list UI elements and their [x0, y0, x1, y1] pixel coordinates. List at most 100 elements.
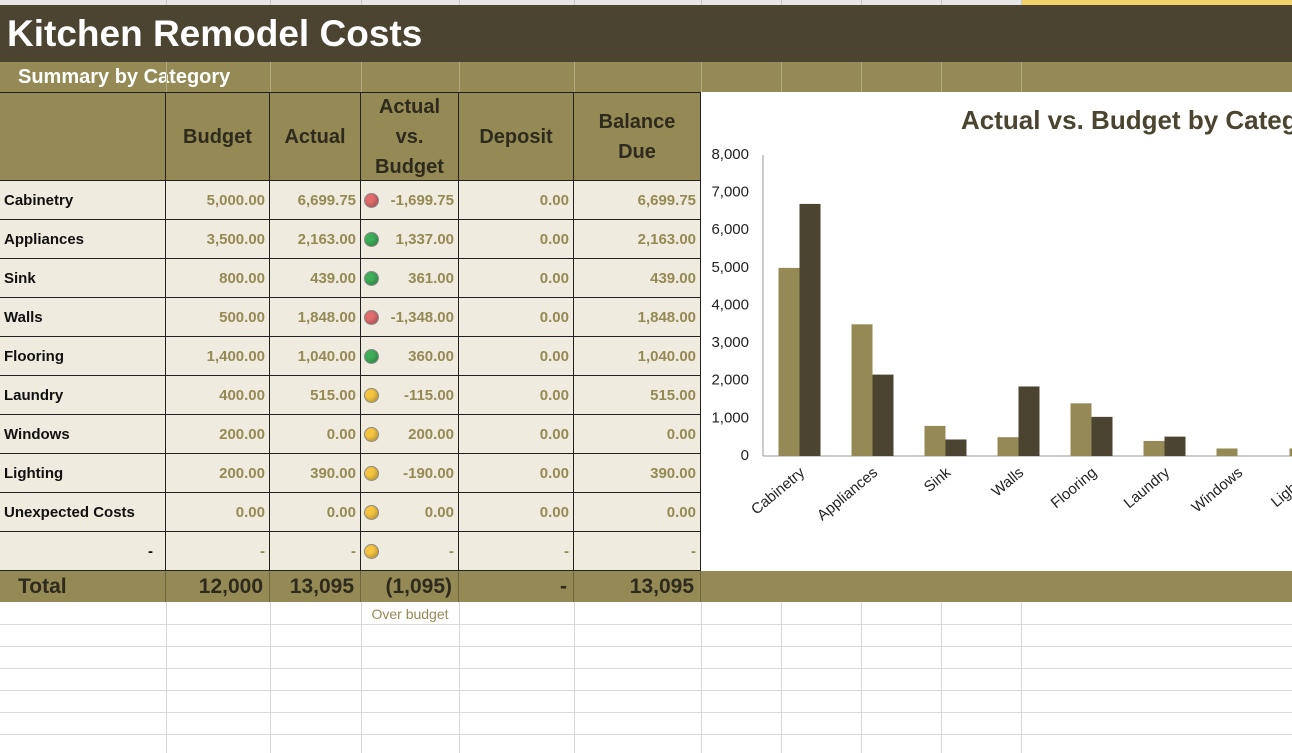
- row-label: Unexpected Costs: [0, 493, 166, 532]
- sheet-subtitle: Summary by Category: [0, 62, 1292, 92]
- chart: Actual vs. Budget by Category 0 1,000 2,00…: [704, 94, 1292, 571]
- column-line: [861, 602, 862, 753]
- status-indicator: [364, 388, 379, 403]
- x-tick-label: Cabinetry: [748, 464, 808, 519]
- bar: [1091, 416, 1113, 456]
- column-line: [459, 602, 460, 753]
- status-indicator: [364, 427, 379, 442]
- column-line: [574, 602, 575, 753]
- y-tick-label: 2,000: [711, 372, 749, 389]
- bar: [1143, 440, 1165, 456]
- value-cell: 200.00: [166, 415, 270, 454]
- y-tick-label: 6,000: [711, 221, 749, 238]
- bar: [1216, 448, 1238, 456]
- total-value: (1,095): [361, 571, 459, 602]
- value-cell: 0.00: [459, 376, 574, 415]
- column-line: [166, 602, 167, 753]
- column-line: [361, 602, 362, 753]
- y-tick-label: 5,000: [711, 259, 749, 276]
- column-line: [361, 0, 362, 5]
- value-cell: 1,040.00: [574, 337, 701, 376]
- column-line: [701, 0, 702, 5]
- value-cell: 400.00: [166, 376, 270, 415]
- bar: [778, 267, 800, 456]
- selection-strip: [1021, 0, 1292, 5]
- x-tick-label: Sink: [921, 464, 955, 496]
- column-line: [459, 0, 460, 5]
- column-line: [861, 62, 862, 92]
- value-cell: 200.00: [166, 454, 270, 493]
- x-tick-label: Appliances: [814, 464, 881, 524]
- value-cell: 2,163.00: [574, 220, 701, 259]
- total-value: 13,095: [270, 571, 361, 602]
- column-header: Actual vs. Budget: [361, 92, 459, 181]
- bar: [799, 203, 821, 456]
- x-tick-label: Windows: [1189, 464, 1247, 516]
- bar: [997, 437, 1019, 456]
- total-label: Total: [0, 571, 166, 602]
- value-cell: 0.00: [459, 181, 574, 220]
- value-cell: 0.00: [166, 493, 270, 532]
- column-line: [1021, 602, 1022, 753]
- column-header: Actual: [270, 92, 361, 181]
- status-indicator: [364, 505, 379, 520]
- row-line: [0, 646, 1292, 647]
- column-line: [574, 62, 575, 92]
- value-cell: 390.00: [270, 454, 361, 493]
- total-value: 12,000: [166, 571, 270, 602]
- y-tick-label: 0: [741, 447, 749, 464]
- header-cell: [0, 92, 166, 181]
- value-cell: -: [270, 532, 361, 571]
- row-label: Appliances: [0, 220, 166, 259]
- status-indicator: [364, 310, 379, 325]
- value-cell: 0.00: [574, 493, 701, 532]
- status-indicator: [364, 271, 379, 286]
- column-header: Deposit: [459, 92, 574, 181]
- status-indicator: [364, 466, 379, 481]
- value-cell: 3,500.00: [166, 220, 270, 259]
- status-indicator: [364, 193, 379, 208]
- value-cell: 0.00: [459, 415, 574, 454]
- x-tick-label: Flooring: [1048, 464, 1100, 512]
- row-line: [0, 624, 1292, 625]
- value-cell: 1,848.00: [574, 298, 701, 337]
- column-line: [941, 602, 942, 753]
- value-cell: 800.00: [166, 259, 270, 298]
- value-cell: 515.00: [574, 376, 701, 415]
- column-line: [781, 62, 782, 92]
- footnote: Over budget: [371, 606, 449, 622]
- value-cell: 1,848.00: [270, 298, 361, 337]
- value-cell: 0.00: [270, 493, 361, 532]
- bar: [851, 324, 873, 456]
- column-line: [701, 62, 702, 92]
- value-cell: 0.00: [459, 259, 574, 298]
- row-label: Cabinetry: [0, 181, 166, 220]
- row-line: [0, 668, 1292, 669]
- y-tick-label: 8,000: [711, 146, 749, 163]
- row-label: Sink: [0, 259, 166, 298]
- column-line: [270, 602, 271, 753]
- column-line: [166, 0, 167, 5]
- value-cell: 500.00: [166, 298, 270, 337]
- row-line: [0, 712, 1292, 713]
- x-tick-label: Walls: [988, 464, 1027, 500]
- value-cell: 0.00: [574, 415, 701, 454]
- y-tick-label: 4,000: [711, 296, 749, 313]
- value-cell: 1,040.00: [270, 337, 361, 376]
- value-cell: 6,699.75: [574, 181, 701, 220]
- sheet-title: Kitchen Remodel Costs: [0, 5, 1292, 62]
- value-cell: -: [459, 532, 574, 571]
- column-line: [941, 0, 942, 5]
- value-cell: 6,699.75: [270, 181, 361, 220]
- column-line: [781, 602, 782, 753]
- column-line: [166, 62, 167, 92]
- column-line: [781, 0, 782, 5]
- value-cell: 515.00: [270, 376, 361, 415]
- bar: [1164, 436, 1186, 456]
- x-tick-label: Laundry: [1121, 464, 1174, 512]
- total-value: -: [459, 571, 574, 602]
- bar: [1070, 403, 1092, 456]
- column-line: [361, 62, 362, 92]
- row-line: [0, 690, 1292, 691]
